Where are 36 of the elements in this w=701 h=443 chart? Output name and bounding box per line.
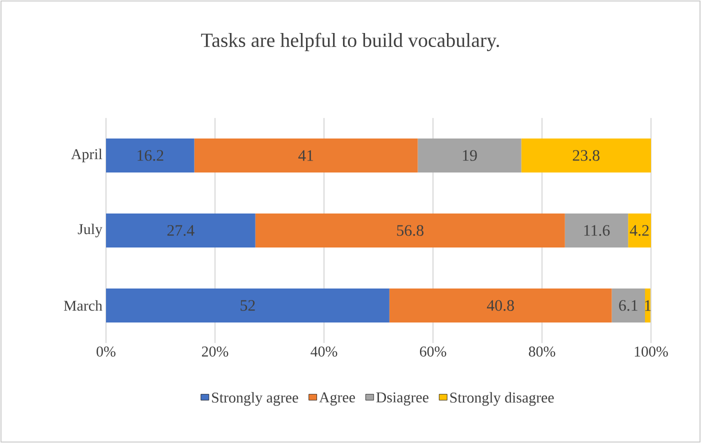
data-label: 16.2	[138, 150, 164, 161]
y-tick-label: July	[78, 224, 102, 238]
data-label: 27.4	[167, 225, 194, 236]
legend-label: Strongly disagree	[450, 392, 554, 406]
bar	[106, 213, 256, 248]
bar	[564, 213, 628, 248]
bar	[255, 213, 565, 248]
data-label: 19	[462, 150, 477, 161]
bar	[521, 138, 652, 172]
x-tick-label: 0%	[96, 346, 116, 357]
x-tick-label: 20%	[202, 346, 228, 357]
bar	[628, 213, 652, 248]
bar	[106, 138, 194, 172]
x-tick-label: 60%	[420, 346, 446, 357]
data-label: 11.6	[584, 225, 610, 236]
data-label: 23.8	[572, 150, 600, 161]
bar	[389, 288, 612, 322]
legend-label: Agree	[319, 392, 355, 406]
x-tick-label: 100%	[634, 346, 668, 357]
bar	[418, 138, 522, 172]
x-tick-label: 40%	[310, 346, 338, 357]
data-label: 56.8	[397, 225, 424, 236]
data-label: 52	[240, 300, 255, 311]
y-tick-label: March	[64, 300, 102, 311]
data-label: 6.1	[619, 300, 638, 311]
y-tick-label: April	[71, 148, 102, 162]
x-tick-label: 80%	[528, 346, 556, 357]
chart-title: Tasks are helpful to build vocabulary.	[201, 32, 499, 52]
legend-label: Dsiagree	[376, 392, 428, 406]
bar	[612, 288, 646, 322]
bar	[194, 138, 418, 172]
legend-label: Strongly agree	[212, 392, 298, 406]
data-label: 4.2	[630, 225, 649, 236]
data-label: 40.8	[486, 300, 514, 311]
bar	[106, 288, 390, 322]
data-label: 41	[298, 150, 314, 161]
